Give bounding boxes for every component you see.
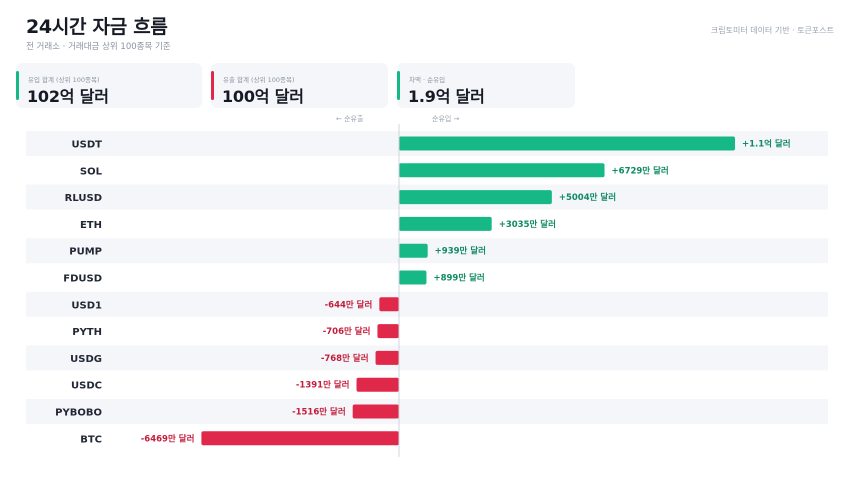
category-label: PYBOBO <box>55 408 102 419</box>
flow-bar <box>399 216 492 231</box>
category-label: USDC <box>71 381 102 392</box>
flow-bar <box>399 243 428 258</box>
outflow-summary-value: 100억 달러 <box>222 87 304 106</box>
row-band <box>26 399 828 424</box>
value-label: +1.1억 달러 <box>742 139 791 150</box>
inflow-accent-bar <box>16 71 19 100</box>
outflow-accent-bar <box>211 71 214 100</box>
source-note: 크립토미터 데이터 기반 · 토큰포스트 <box>710 26 834 35</box>
category-label: USDG <box>70 354 102 365</box>
value-label: -1516만 달러 <box>292 407 346 418</box>
value-label: +5004만 달러 <box>559 192 616 203</box>
category-label: USDT <box>72 140 103 151</box>
flow-bar <box>379 297 399 312</box>
flow-bar <box>399 136 735 151</box>
value-label: +899만 달러 <box>433 273 484 284</box>
category-label: PUMP <box>69 247 102 258</box>
inflow-direction-label: 순유입 → <box>432 115 460 123</box>
category-label: SOL <box>80 166 103 177</box>
value-label: -706만 달러 <box>323 326 371 337</box>
outflow-summary-label: 유출 합계 (상위 100종목) <box>223 76 295 84</box>
value-label: +6729만 달러 <box>612 165 669 176</box>
value-label: +939만 달러 <box>435 246 486 257</box>
row-band <box>26 291 828 317</box>
flow-bar <box>377 324 399 339</box>
row-band <box>26 345 828 371</box>
outflow-summary-card: 유출 합계 (상위 100종목) 100억 달러 <box>211 63 388 108</box>
net-summary-value: 1.9억 달러 <box>408 87 485 106</box>
value-label: -6469만 달러 <box>141 433 195 444</box>
inflow-summary-card: 유입 합계 (상위 100종목) 102억 달러 <box>16 63 202 108</box>
flow-bar <box>399 163 605 178</box>
net-summary-card: 차액 · 순유입 1.9억 달러 <box>397 63 575 108</box>
category-label: FDUSD <box>63 274 102 285</box>
category-label: USD1 <box>71 300 102 311</box>
outflow-direction-label: ← 순유출 <box>336 115 364 123</box>
category-label: RLUSD <box>65 193 102 204</box>
net-accent-bar <box>397 71 400 100</box>
flow-bar <box>399 190 552 205</box>
category-label: BTC <box>80 434 102 445</box>
page-title: 24시간 자금 흐름 <box>26 16 168 38</box>
value-label: -1391만 달러 <box>296 380 350 391</box>
net-summary-label: 차액 · 순유입 <box>409 76 446 84</box>
value-label: -768만 달러 <box>321 353 369 364</box>
category-label: ETH <box>80 220 102 231</box>
flow-bar <box>352 404 399 419</box>
inflow-summary-label: 유입 합계 (상위 100종목) <box>28 76 100 84</box>
value-label: +3035만 달러 <box>499 219 556 230</box>
page-subtitle: 전 거래소 · 거래대금 상위 100종목 기준 <box>26 42 171 52</box>
flow-bar <box>356 377 399 392</box>
flow-bar <box>201 431 399 446</box>
flow-bar <box>375 350 399 365</box>
inflow-summary-value: 102억 달러 <box>27 87 109 106</box>
category-label: PYTH <box>72 327 102 338</box>
flow-bar <box>399 270 427 285</box>
value-label: -644만 달러 <box>325 299 373 310</box>
